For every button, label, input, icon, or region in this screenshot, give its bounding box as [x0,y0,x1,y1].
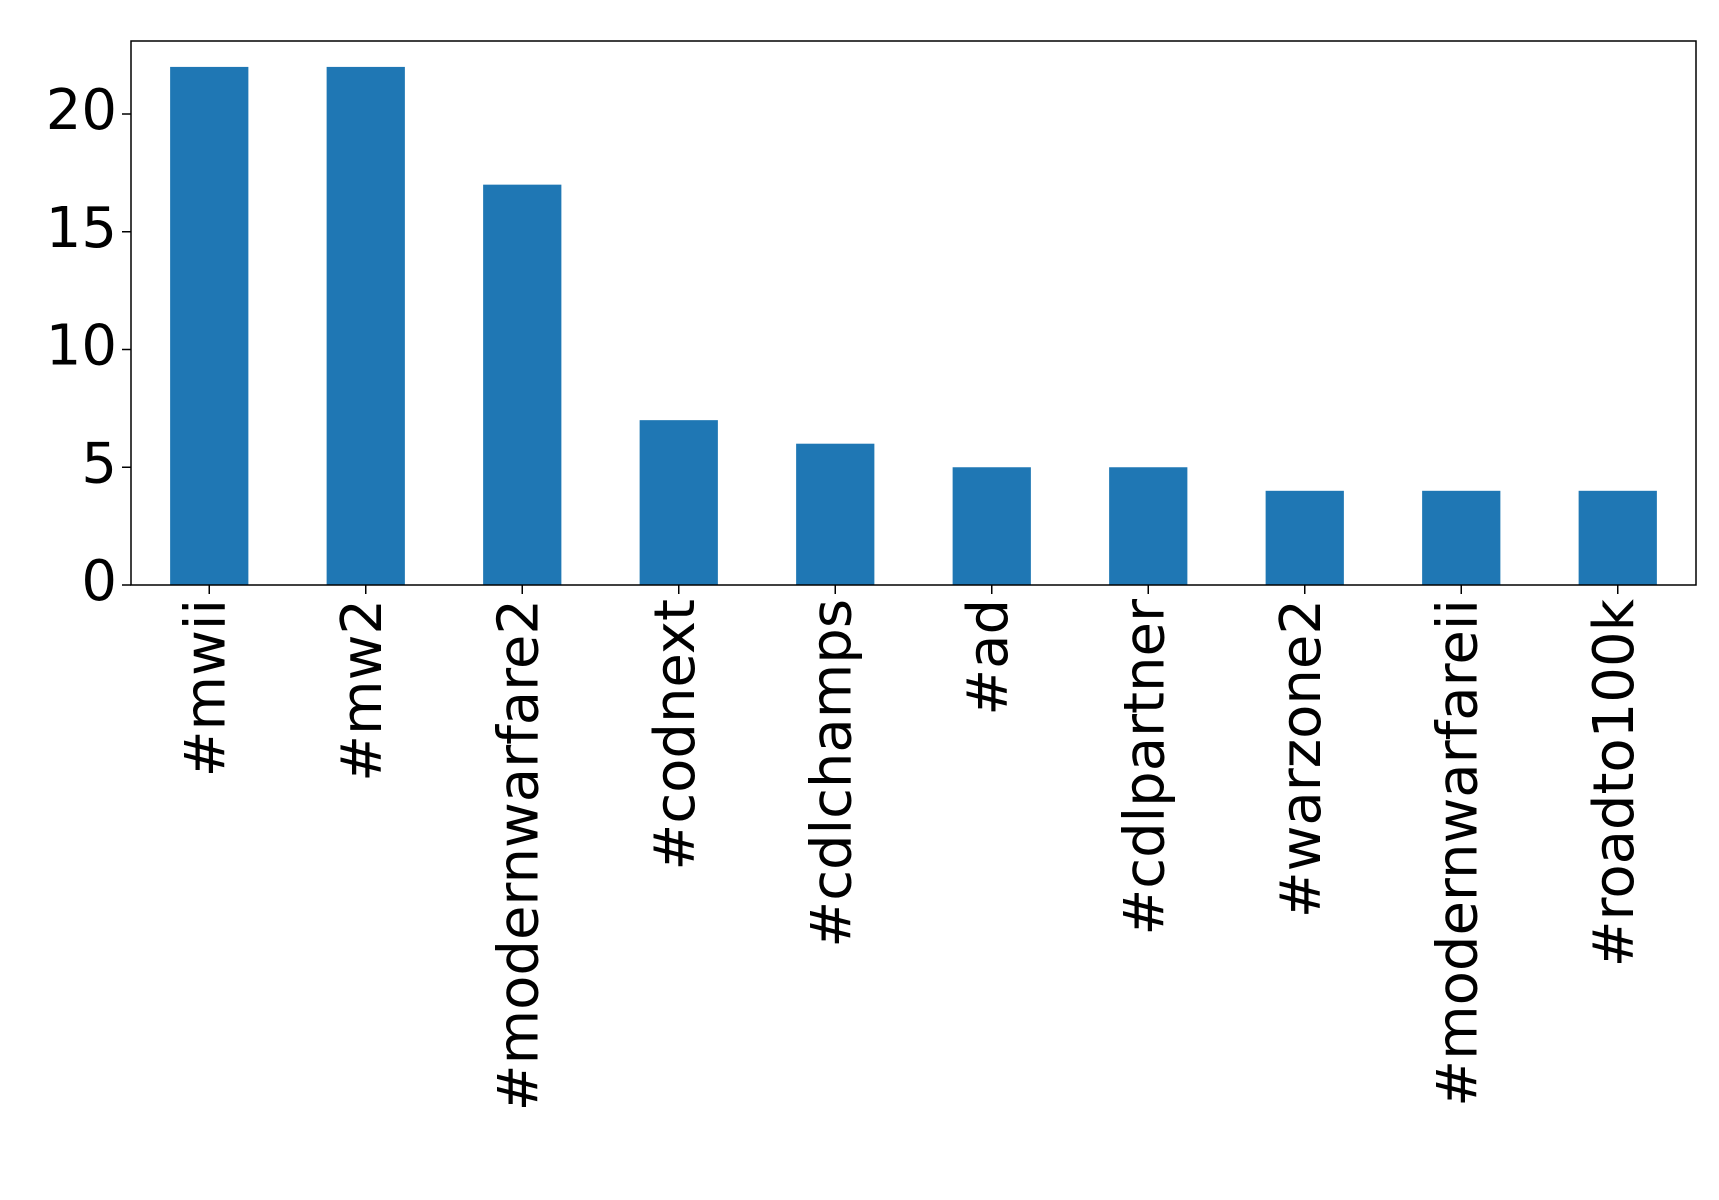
plot-frame [130,40,1697,586]
bar [1578,490,1657,585]
bar [483,184,562,585]
x-tick-label: #modernwarfare2 [486,599,551,1111]
x-tick-label: #roadto100k [1582,598,1647,967]
x-tick-label: #mw2 [330,599,395,782]
y-tick-label: 5 [81,431,117,496]
bar [1422,490,1501,585]
x-tick-label: #warzone2 [1269,599,1334,918]
y-tick-label: 0 [81,549,117,614]
bar [170,66,249,585]
bar [1109,467,1188,585]
x-tick-label: #cdlchamps [799,599,864,948]
y-tick-label: 10 [46,314,117,379]
bar [1265,490,1344,585]
x-tick-label: #ad [956,599,1021,716]
y-tick-label: 15 [46,196,117,261]
bar [952,467,1031,585]
bar [326,66,405,585]
x-tick-label: #codnext [643,599,708,871]
x-tick-label: #modernwarfareii [1425,599,1490,1107]
bar [639,420,718,585]
bar [796,443,875,585]
y-tick-label: 20 [46,78,117,143]
x-tick-label: #cdlpartner [1112,598,1177,936]
x-tick-label: #mwii [173,599,238,777]
